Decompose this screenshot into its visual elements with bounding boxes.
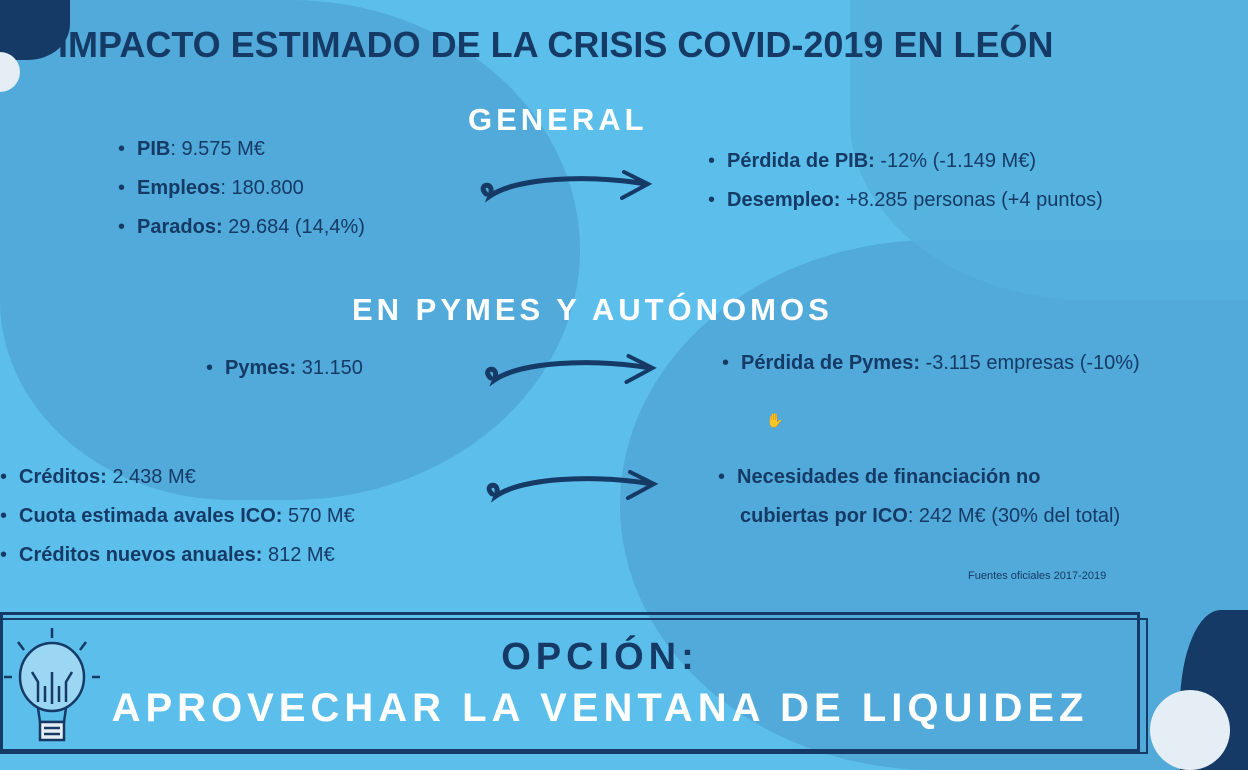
section-general-heading: GENERAL: [468, 102, 648, 137]
creditos-left-list: Créditos: 2.438 M€ Cuota estimada avales…: [0, 458, 355, 575]
arrow-right-icon: [486, 470, 659, 503]
list-item: Parados: 29.684 (14,4%): [118, 208, 365, 247]
option-text: APROVECHAR LA VENTANA DE LIQUIDEZ: [111, 686, 1089, 730]
list-item: Empleos: 180.800: [118, 169, 365, 208]
bg-blob: [620, 240, 1248, 770]
list-item: Pymes: 31.150: [206, 349, 363, 388]
hand-cursor-icon: ✋: [766, 412, 784, 428]
creditos-right-list: Necesidades de financiación no cubiertas…: [718, 458, 1120, 536]
arrow-right-icon: [480, 170, 653, 203]
list-item: Créditos nuevos anuales: 812 M€: [0, 536, 355, 575]
list-item: PIB: 9.575 M€: [118, 130, 365, 169]
page-title: IMPACTO ESTIMADO DE LA CRISIS COVID-2019…: [58, 24, 1054, 65]
corner-circle: [1150, 690, 1230, 770]
list-item: Desempleo: +8.285 personas (+4 puntos): [708, 181, 1103, 220]
corner-circle: [0, 52, 20, 92]
list-item: Necesidades de financiación no: [718, 458, 1120, 497]
list-item: Pérdida de Pymes: -3.115 empresas (-10%): [722, 344, 1140, 383]
option-label: OPCIÓN:: [501, 636, 699, 678]
lightbulb-icon: [4, 628, 100, 742]
section-pymes-heading: EN PYMES Y AUTÓNOMOS: [352, 292, 833, 327]
bg-blob: [0, 0, 580, 500]
general-right-list: Pérdida de PIB: -12% (-1.149 M€) Desempl…: [708, 142, 1103, 220]
pymes-right-list: Pérdida de Pymes: -3.115 empresas (-10%): [722, 344, 1140, 383]
list-item-continued: cubiertas por ICO: 242 M€ (30% del total…: [740, 505, 1121, 527]
pymes-left-list: Pymes: 31.150: [206, 349, 363, 388]
general-left-list: PIB: 9.575 M€ Empleos: 180.800 Parados: …: [118, 130, 365, 247]
list-item: Pérdida de PIB: -12% (-1.149 M€): [708, 142, 1103, 181]
source-note: Fuentes oficiales 2017-2019: [968, 570, 1107, 582]
arrow-right-icon: [485, 354, 657, 387]
list-item: Créditos: 2.438 M€: [0, 458, 355, 497]
option-banner-frame: [0, 618, 1148, 754]
list-item: Cuota estimada avales ICO: 570 M€: [0, 497, 355, 536]
